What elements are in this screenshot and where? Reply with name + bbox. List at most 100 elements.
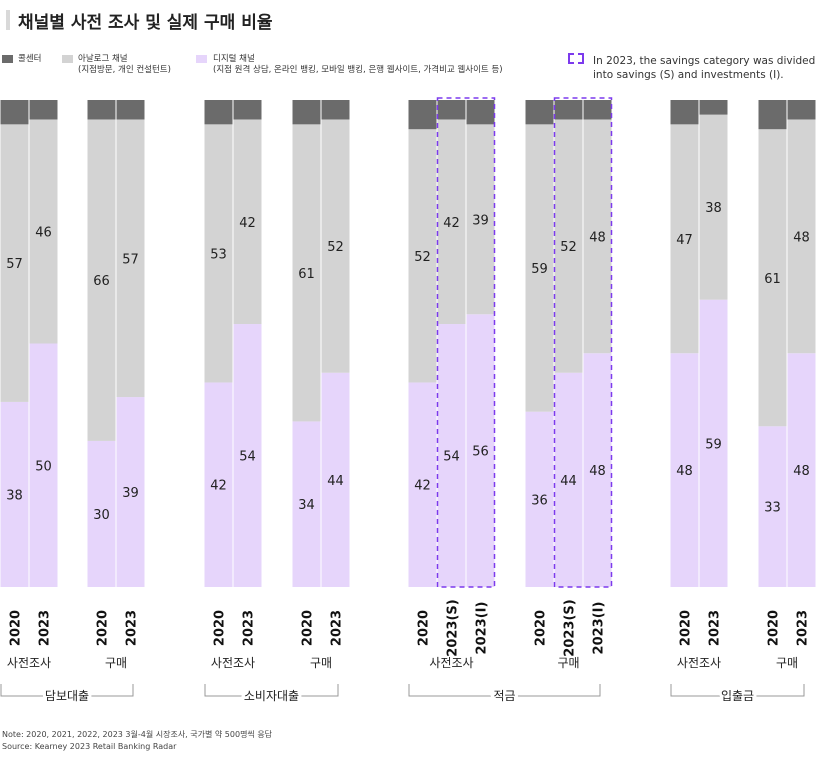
data-label: 56	[472, 445, 489, 460]
product-label: 소비자대출	[244, 689, 299, 703]
bar-segment-digital	[699, 299, 728, 587]
year-label: 2023(S)	[563, 599, 578, 656]
year-label: 2023(I)	[592, 602, 607, 655]
year-label: 2023	[242, 610, 257, 646]
subgroup-label: 사전조사	[429, 656, 473, 670]
data-label: 44	[560, 474, 577, 489]
bar-segment-digital	[437, 324, 466, 587]
legend-label-digital: 디지털 채널	[213, 54, 255, 64]
bar-segment-analog	[204, 124, 233, 383]
bar-segment-digital	[554, 372, 583, 587]
bar-segment-analog	[525, 124, 554, 412]
legend-swatch-call-center	[2, 55, 13, 63]
bar-segment-call-center	[87, 100, 116, 120]
year-label: 2023	[38, 610, 53, 646]
year-label: 2023	[330, 610, 345, 646]
year-label: 2023	[125, 610, 140, 646]
year-label: 2020	[679, 610, 694, 646]
bar-segment-digital	[87, 440, 116, 587]
subgroup-label: 구매	[310, 656, 332, 670]
bar-segment-analog	[670, 124, 699, 354]
product-label: 적금	[493, 689, 515, 703]
bar-segment-call-center	[670, 100, 699, 125]
data-label: 52	[560, 240, 577, 255]
bar-segment-call-center	[787, 100, 816, 120]
bar-segment-call-center	[554, 100, 583, 120]
legend-swatch-analog	[62, 55, 73, 63]
bar-segment-call-center	[583, 100, 612, 120]
group-bracket	[0, 684, 134, 697]
data-label: 48	[676, 464, 693, 479]
data-label: 30	[93, 508, 110, 523]
bar-segment-digital	[408, 382, 437, 587]
bar-segment-call-center	[292, 100, 321, 125]
bar-segment-analog	[321, 119, 350, 373]
data-label: 47	[676, 233, 693, 248]
bar-segment-call-center	[525, 100, 554, 125]
bar-segment-digital	[670, 353, 699, 587]
subgroup-label: 사전조사	[677, 656, 721, 670]
bar-segment-digital	[758, 426, 787, 587]
data-label: 66	[93, 274, 110, 289]
data-label: 53	[210, 247, 227, 262]
data-label: 42	[414, 479, 431, 494]
data-label: 61	[298, 267, 315, 282]
bar-segment-analog	[408, 129, 437, 383]
bar-segment-analog	[583, 119, 612, 354]
data-label: 48	[793, 230, 810, 245]
group-bracket	[204, 684, 339, 697]
year-label: 2023(I)	[475, 602, 490, 655]
highlight-box	[436, 97, 496, 588]
legend-swatch-digital	[196, 55, 207, 63]
title-marker	[6, 10, 10, 30]
bar-segment-call-center	[437, 100, 466, 120]
year-label: 2020	[96, 610, 111, 646]
legend-note-line2: into savings (S) and investments (I).	[593, 69, 784, 81]
bar-segment-digital	[525, 411, 554, 587]
data-label: 48	[589, 464, 606, 479]
bar-segment-call-center	[321, 100, 350, 120]
bar-segment-analog	[233, 119, 262, 325]
data-label: 39	[472, 213, 489, 228]
data-label: 39	[122, 486, 139, 501]
data-label: 42	[239, 216, 256, 231]
bar-segment-analog	[787, 119, 816, 354]
year-label: 2020	[213, 610, 228, 646]
subgroup-label: 구매	[557, 656, 579, 670]
legend-label-call-center: 콜센터	[18, 54, 42, 64]
source-line: Source: Kearney 2023 Retail Banking Rada…	[2, 742, 177, 751]
bar-segment-call-center	[0, 100, 29, 125]
bar-segment-call-center	[204, 100, 233, 125]
group-bracket	[408, 684, 601, 697]
data-label: 54	[239, 450, 256, 465]
bar-segment-digital	[321, 372, 350, 587]
bar-segment-analog	[0, 124, 29, 402]
bar-segment-call-center	[408, 100, 437, 130]
data-label: 52	[327, 240, 344, 255]
data-label: 48	[589, 230, 606, 245]
legend-note: In 2023, the savings category was divide…	[593, 54, 823, 82]
bar-segment-digital	[29, 343, 58, 587]
bar-segment-analog	[87, 119, 116, 441]
data-label: 42	[443, 216, 460, 231]
year-label: 2020	[417, 610, 432, 646]
bar-segment-analog	[699, 114, 728, 300]
data-label: 54	[443, 450, 460, 465]
year-label: 2023	[708, 610, 723, 646]
data-label: 59	[531, 262, 548, 277]
data-label: 57	[6, 257, 23, 272]
bar-segment-analog	[292, 124, 321, 422]
group-bracket	[670, 684, 805, 697]
data-label: 57	[122, 252, 139, 267]
bar-segment-analog	[29, 119, 58, 344]
data-label: 50	[35, 459, 52, 474]
bar-segment-analog	[116, 119, 145, 398]
bar-segment-digital	[116, 397, 145, 587]
data-label: 52	[414, 250, 431, 265]
data-label: 34	[298, 498, 315, 513]
bar-segment-digital	[583, 353, 612, 587]
bar-segment-digital	[0, 401, 29, 587]
footnote: Note: 2020, 2021, 2022, 2023 3월-4월 시장조사,…	[2, 729, 272, 753]
product-label: 입출금	[721, 689, 754, 703]
subgroup-label: 사전조사	[211, 656, 255, 670]
